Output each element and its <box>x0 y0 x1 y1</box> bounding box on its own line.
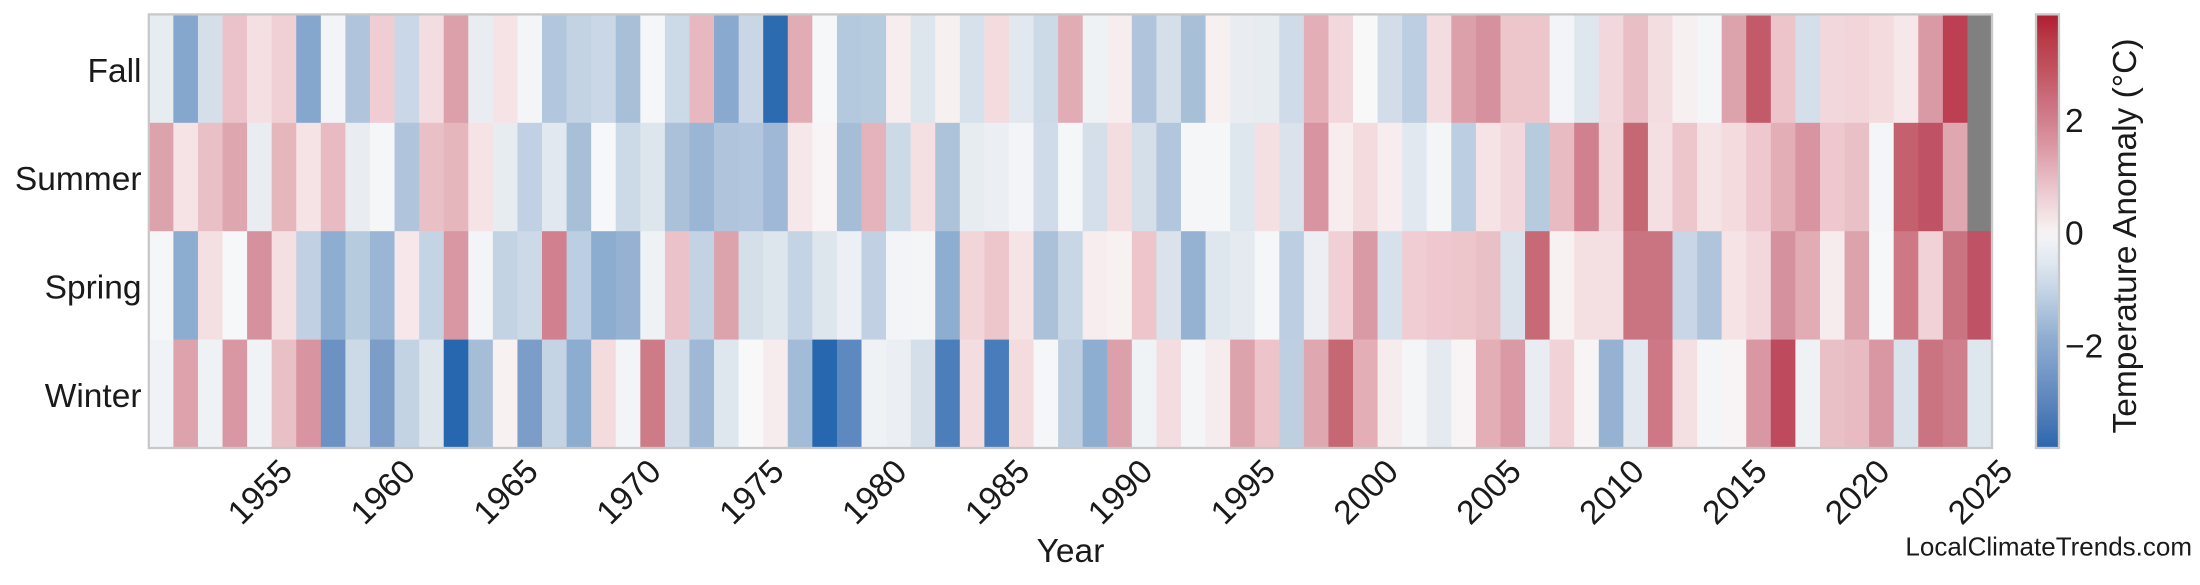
svg-text:Fall: Fall <box>88 53 142 90</box>
svg-text:LocalClimateTrends.com: LocalClimateTrends.com <box>1905 532 2192 562</box>
svg-text:Year: Year <box>1037 533 1105 570</box>
svg-text:Winter: Winter <box>45 378 142 415</box>
svg-text:2: 2 <box>2065 103 2084 140</box>
svg-text:Spring: Spring <box>45 270 142 307</box>
svg-text:Summer: Summer <box>15 161 142 198</box>
svg-text:Temperature Anomaly (°C): Temperature Anomaly (°C) <box>2107 38 2144 433</box>
svg-text:−2: −2 <box>2065 328 2103 365</box>
svg-text:0: 0 <box>2065 216 2084 253</box>
